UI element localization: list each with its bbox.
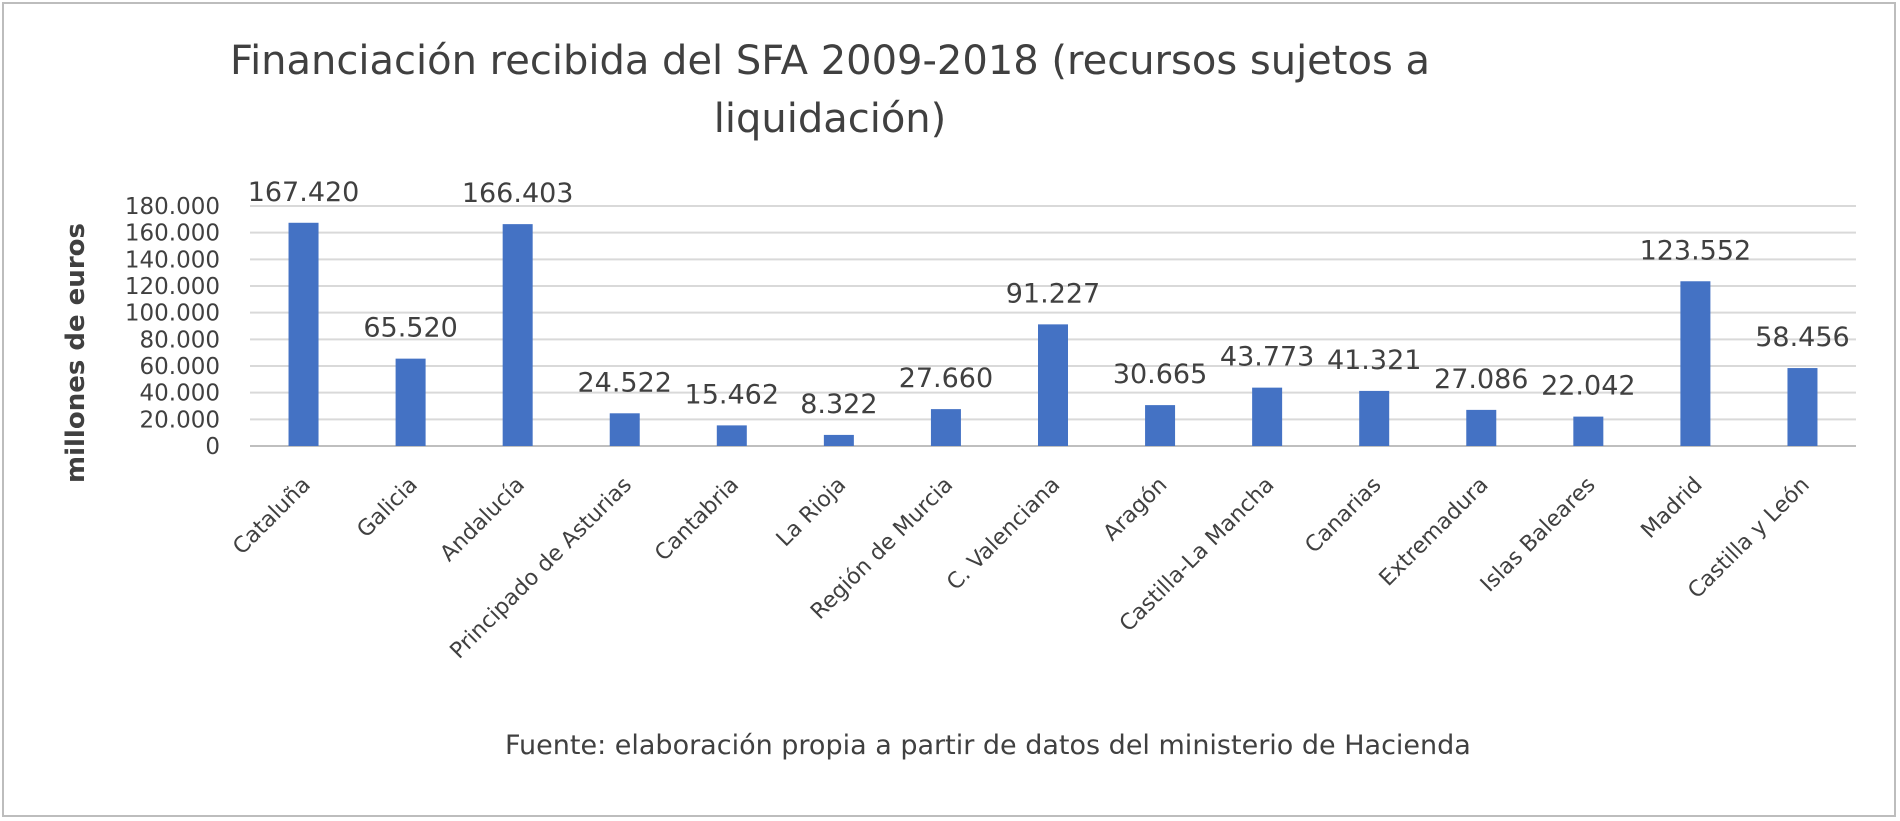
y-tick-label: 80.000: [140, 327, 220, 353]
data-labels: 167.420 65.520 166.403 24.522 15.462 8.322 27.…: [248, 177, 1850, 420]
x-tick-label: C. Valenciana: [942, 473, 1065, 596]
data-label: 123.552: [1640, 235, 1752, 266]
x-tick-label: Aragón: [1099, 473, 1173, 547]
data-label: 65.520: [363, 313, 457, 344]
bar: [930, 409, 961, 446]
y-tick-label: 100.000: [125, 301, 220, 327]
data-label: 30.665: [1113, 359, 1207, 390]
y-axis-ticks: 020.00040.00060.00080.000100.000120.0001…: [125, 194, 220, 460]
data-label: 27.660: [899, 363, 993, 394]
y-tick-label: 140.000: [125, 247, 220, 273]
source-note: Fuente: elaboración propia a partir de d…: [505, 730, 1471, 761]
bar: [1466, 409, 1497, 446]
chart-title-container: Financiación recibida del SFA 2009-2018 …: [0, 32, 1900, 148]
x-tick-label: Cataluña: [228, 473, 315, 560]
bar: [1038, 324, 1068, 446]
x-tick-label: Galicia: [353, 473, 423, 543]
x-tick-label: Madrid: [1637, 473, 1708, 544]
data-label: 27.086: [1434, 364, 1528, 395]
bar: [395, 358, 426, 446]
y-tick-label: 160.000: [125, 221, 220, 247]
bar: [716, 425, 747, 446]
data-label: 22.042: [1541, 371, 1635, 402]
x-tick-label: Andalucía: [436, 473, 530, 567]
y-tick-label: 20.000: [140, 407, 220, 433]
data-label: 166.403: [462, 178, 574, 209]
bar: [1252, 387, 1283, 446]
y-axis-label: millones de euros: [61, 223, 91, 483]
bar: [1680, 281, 1711, 446]
data-label: 24.522: [577, 367, 671, 398]
x-tick-label: Cantabria: [650, 473, 744, 567]
bar: [1573, 416, 1604, 446]
y-tick-label: 40.000: [140, 381, 220, 407]
chart-title: Financiación recibida del SFA 2009-2018 …: [229, 38, 1431, 142]
data-label: 43.773: [1220, 342, 1314, 373]
x-tick-label: Extremadura: [1375, 473, 1494, 592]
data-label: 15.462: [685, 379, 779, 410]
x-tick-label: Principado de Asturias: [446, 473, 637, 664]
data-label: 91.227: [1006, 278, 1100, 309]
y-tick-label: 0: [205, 434, 220, 460]
x-tick-label: Canarias: [1301, 473, 1387, 559]
bar: [1359, 390, 1390, 446]
bar: [502, 224, 533, 446]
x-tick-label: La Rioja: [772, 473, 851, 552]
y-tick-label: 180.000: [125, 194, 220, 220]
data-label: 167.420: [248, 177, 360, 208]
data-label: 41.321: [1327, 345, 1421, 376]
bar: [288, 222, 319, 446]
data-label: 8.322: [800, 389, 877, 420]
bar: [1787, 368, 1818, 446]
bars: [288, 222, 1818, 446]
y-tick-label: 120.000: [125, 274, 220, 300]
bar: [609, 413, 640, 446]
y-tick-label: 60.000: [140, 354, 220, 380]
data-label: 58.456: [1755, 322, 1849, 353]
x-tick-label: Islas Baleares: [1476, 473, 1601, 598]
bar: [823, 434, 854, 446]
bar: [1145, 405, 1176, 446]
